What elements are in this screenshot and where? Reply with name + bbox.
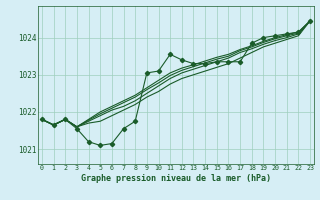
X-axis label: Graphe pression niveau de la mer (hPa): Graphe pression niveau de la mer (hPa) bbox=[81, 174, 271, 183]
